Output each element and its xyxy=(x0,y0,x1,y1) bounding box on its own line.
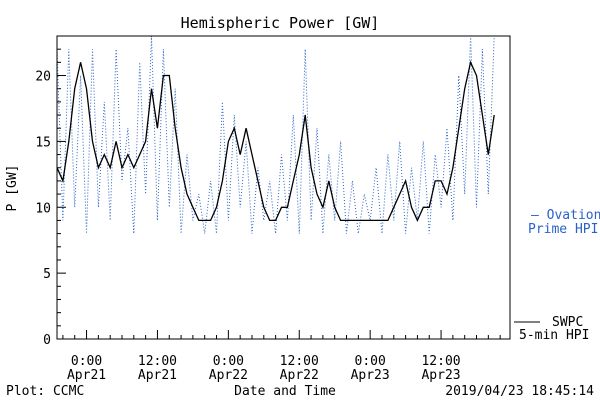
x-tick-label-date: Apr22 xyxy=(209,368,248,383)
x-tick-label-date: Apr23 xyxy=(421,368,460,383)
x-tick-label-date: Apr21 xyxy=(67,368,106,383)
y-axis-label: P [GW] xyxy=(5,165,20,212)
series-swpc-5min-hpi xyxy=(56,60,495,222)
legend-ovation-line1: — Ovation xyxy=(531,208,600,223)
x-tick-label-time: 0:00 xyxy=(213,354,244,369)
legend-swpc-line2: 5-min HPI xyxy=(519,328,589,343)
y-tick-label: 10 xyxy=(35,201,51,216)
series-lines xyxy=(56,35,495,234)
x-tick-label-date: Apr21 xyxy=(138,368,177,383)
y-tick-label: 0 xyxy=(43,333,51,348)
axes: 051015200:00Apr2112:00Apr210:00Apr2212:0… xyxy=(35,35,501,383)
plot-frame xyxy=(56,35,511,340)
y-tick-label: 15 xyxy=(35,135,51,150)
series-ovation-prime-hpi xyxy=(56,35,495,234)
plot-timestamp: 2019/04/23 18:45:14 xyxy=(445,384,594,399)
x-tick-label-time: 12:00 xyxy=(138,354,177,369)
chart-title: Hemispheric Power [GW] xyxy=(181,14,380,32)
legend: — Ovation Prime HPI SWPC 5-min HPI xyxy=(514,208,600,343)
plot-credit: Plot: CCMC xyxy=(6,384,84,399)
x-tick-label-time: 0:00 xyxy=(71,354,102,369)
legend-ovation-line2: Prime HPI xyxy=(528,222,598,237)
x-tick-label-date: Apr23 xyxy=(351,368,390,383)
y-tick-label: 5 xyxy=(43,267,51,282)
x-tick-label-time: 12:00 xyxy=(421,354,460,369)
x-tick-label-time: 0:00 xyxy=(355,354,386,369)
y-tick-label: 20 xyxy=(35,70,51,85)
x-tick-label-time: 12:00 xyxy=(280,354,319,369)
x-tick-label-date: Apr22 xyxy=(280,368,319,383)
legend-swpc-line1: SWPC xyxy=(552,315,583,330)
x-axis-label: Date and Time xyxy=(234,384,336,399)
